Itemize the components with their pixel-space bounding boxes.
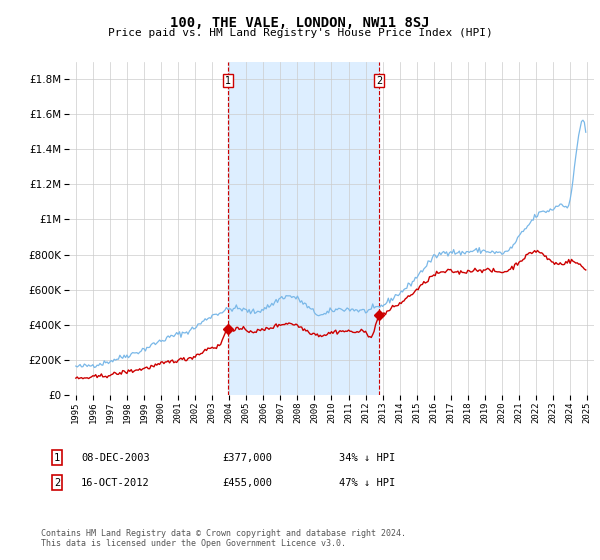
Text: 47% ↓ HPI: 47% ↓ HPI — [339, 478, 395, 488]
Text: Price paid vs. HM Land Registry's House Price Index (HPI): Price paid vs. HM Land Registry's House … — [107, 28, 493, 38]
Text: £377,000: £377,000 — [222, 452, 272, 463]
Text: 34% ↓ HPI: 34% ↓ HPI — [339, 452, 395, 463]
Text: 16-OCT-2012: 16-OCT-2012 — [81, 478, 150, 488]
Text: 2: 2 — [54, 478, 60, 488]
Text: 1: 1 — [54, 452, 60, 463]
Bar — [228, 62, 379, 395]
Text: £455,000: £455,000 — [222, 478, 272, 488]
Text: 08-DEC-2003: 08-DEC-2003 — [81, 452, 150, 463]
Text: Contains HM Land Registry data © Crown copyright and database right 2024.
This d: Contains HM Land Registry data © Crown c… — [41, 529, 406, 548]
Text: 2: 2 — [376, 76, 382, 86]
Text: 100, THE VALE, LONDON, NW11 8SJ: 100, THE VALE, LONDON, NW11 8SJ — [170, 16, 430, 30]
Text: 1: 1 — [225, 76, 231, 86]
